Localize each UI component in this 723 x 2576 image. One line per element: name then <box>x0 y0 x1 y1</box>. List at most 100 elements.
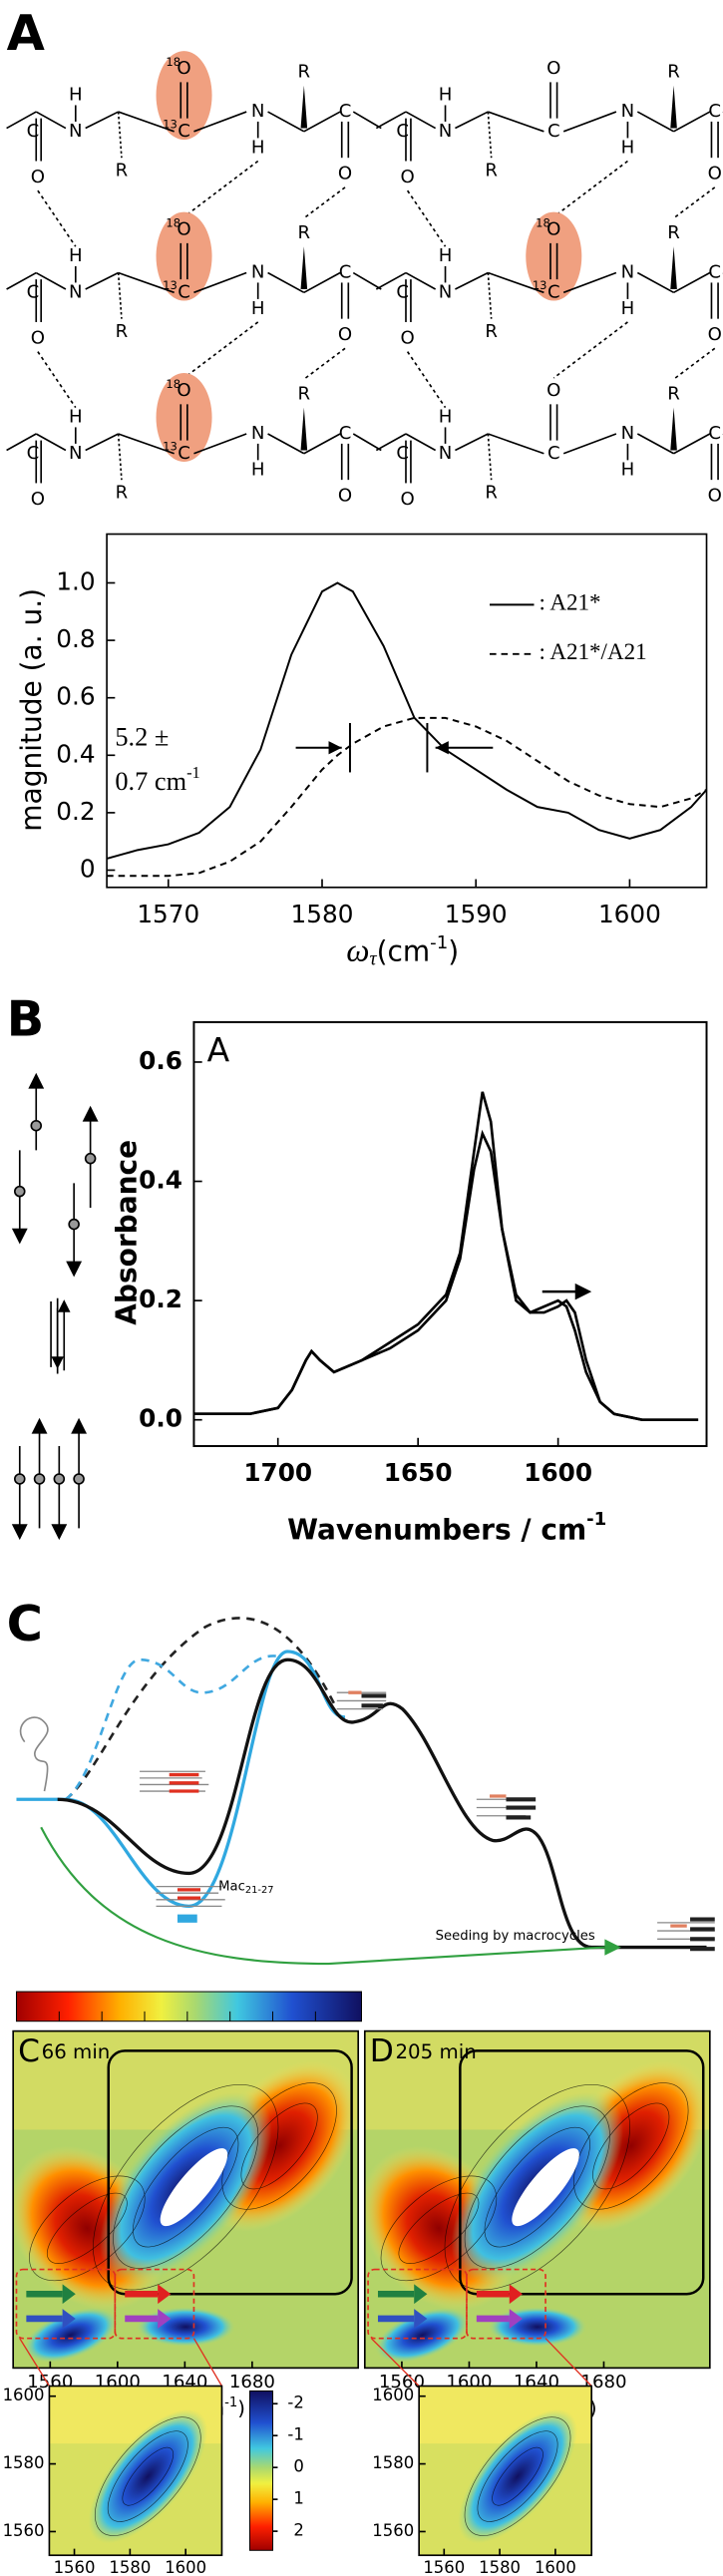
superscript: -1 <box>430 932 448 953</box>
y-tick-label: 0.0 <box>139 1404 182 1433</box>
atom-label: N <box>251 423 265 444</box>
atom-label: O <box>338 324 352 345</box>
panel-letter: C <box>18 2033 40 2069</box>
x-tick-label: 1600 <box>598 900 661 928</box>
bond <box>636 271 674 294</box>
bond <box>35 271 67 290</box>
atom-label: C <box>396 121 409 142</box>
x-tick-label: 1560 <box>423 2558 465 2576</box>
atom-label: H <box>439 245 453 266</box>
atom-label: O <box>401 327 415 348</box>
atom-label: N <box>621 262 635 283</box>
bond <box>118 111 175 133</box>
wedge-bond <box>670 407 677 451</box>
atom-label: O <box>708 486 722 507</box>
bond <box>85 271 120 290</box>
superscript: -1 <box>224 2395 237 2410</box>
atom-label: O <box>708 164 722 184</box>
bond <box>352 433 382 452</box>
text: Mac <box>218 1880 245 1895</box>
annotation: 0.7 cm-1 <box>115 763 199 796</box>
atom-label: R <box>298 62 311 83</box>
inset-map <box>419 2387 598 2563</box>
atom-label: H <box>621 137 635 158</box>
bond <box>406 189 447 247</box>
isotope-label: 13 <box>163 118 178 132</box>
isotope-label: 18 <box>166 216 181 230</box>
atom-label: R <box>485 160 498 181</box>
bond <box>6 271 37 290</box>
x-tick-label: 1560 <box>54 2558 96 2576</box>
colorbar-tick-label: 1 <box>293 2489 303 2508</box>
bond <box>193 433 247 455</box>
atom-label: N <box>69 121 83 142</box>
x-tick-label: 1600 <box>535 2558 576 2576</box>
isotope-highlight <box>526 211 582 301</box>
atom-label: H <box>439 407 453 428</box>
bond <box>375 111 407 130</box>
isotope-label: 18 <box>166 55 181 69</box>
bond <box>303 111 341 133</box>
bond <box>118 433 175 455</box>
wedge-bond <box>300 407 308 451</box>
bond <box>35 111 67 130</box>
atom-label: O <box>338 486 352 507</box>
bond <box>193 111 247 133</box>
y-axis-title: magnitude (a. u.) <box>15 588 48 832</box>
isotope-highlight <box>156 211 212 301</box>
atom-label: C <box>547 443 560 464</box>
bond <box>673 111 711 133</box>
atom-label: R <box>667 222 680 243</box>
unit: (cm <box>377 935 431 968</box>
wedge-bond <box>300 246 308 290</box>
atom-label: C <box>27 121 40 142</box>
panel-label: B <box>7 989 45 1047</box>
atom-label: R <box>116 321 129 342</box>
bond <box>193 271 247 294</box>
unit-close: ) <box>589 2396 597 2419</box>
bond <box>267 271 305 294</box>
series-line <box>107 716 708 878</box>
atom-label: N <box>439 281 453 302</box>
atom-label: H <box>251 459 265 480</box>
y-tick-label: 0.4 <box>56 739 95 768</box>
wedge-bond <box>300 85 308 129</box>
y-tick-label: 1600 <box>372 2386 414 2404</box>
x-tick-label: 1650 <box>384 1458 453 1487</box>
atom-label: N <box>621 423 635 444</box>
atom-label: N <box>621 101 635 122</box>
bond <box>6 433 37 452</box>
atom-label: H <box>621 459 635 480</box>
atom-label: H <box>621 298 635 319</box>
colorbar-tick-label: 2 <box>293 2521 303 2540</box>
y-tick-label: 1580 <box>372 2453 414 2472</box>
atom-label: R <box>485 482 498 503</box>
connector <box>192 2338 223 2387</box>
wedge-bond <box>670 246 677 290</box>
atom-label: N <box>69 281 83 302</box>
colorbar-tick-label: 0 <box>293 2457 303 2476</box>
bond <box>488 433 544 455</box>
subscript: τ <box>369 947 377 969</box>
bond <box>405 111 437 130</box>
panel-label: C <box>7 1595 43 1653</box>
y-tick-label: 1600 <box>3 2386 45 2404</box>
bond <box>375 271 407 290</box>
bond <box>6 111 37 130</box>
bond <box>562 433 617 455</box>
atom-label: N <box>251 101 265 122</box>
atom-label: C <box>708 423 721 444</box>
spectrum-map <box>328 2030 723 2374</box>
y-tick-label: 0.8 <box>56 624 95 653</box>
inset-label: A <box>207 1030 230 1069</box>
atom-label: O <box>546 380 560 401</box>
atom-label: N <box>251 262 265 283</box>
bond <box>85 433 120 452</box>
x-tick-label: 1700 <box>243 1458 312 1487</box>
isotope-label: 18 <box>166 377 181 391</box>
bond <box>35 433 67 452</box>
atom-label: O <box>177 380 190 401</box>
bond <box>636 111 674 133</box>
bond <box>673 433 711 455</box>
strand-schematic <box>11 1072 99 1541</box>
